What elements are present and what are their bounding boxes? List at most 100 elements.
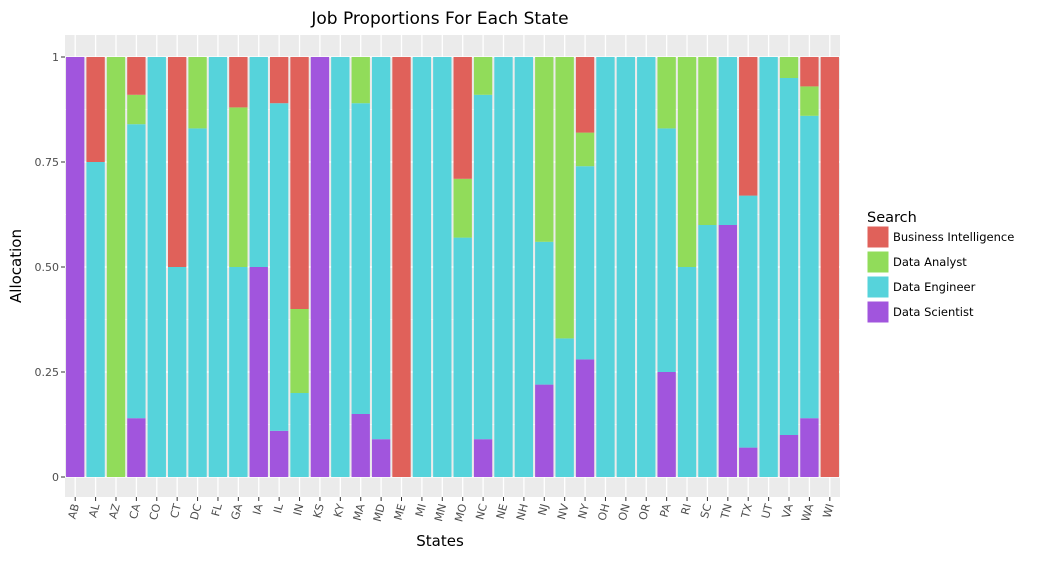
bar-ga-business-intelligence	[229, 57, 248, 108]
bar-va-data-scientist	[779, 435, 799, 477]
bar-nc-data-analyst	[473, 57, 493, 95]
bar-nj-data-analyst	[535, 57, 554, 242]
y-axis-title: Allocation	[7, 229, 25, 303]
x-tick-label: ON	[616, 502, 633, 522]
chart-title: Job Proportions For Each State	[310, 9, 568, 29]
bar-ca-data-scientist	[127, 418, 146, 477]
bar-az-data-analyst	[106, 57, 126, 477]
bar-pa-data-scientist	[657, 372, 676, 477]
x-tick-label: RI	[679, 502, 694, 516]
bar-mi-data-engineer	[412, 57, 432, 477]
bar-pa-data-engineer	[657, 128, 676, 372]
x-tick-label: OH	[595, 502, 612, 522]
bar-me-business-intelligence	[392, 57, 411, 477]
x-tick-label: SC	[698, 502, 714, 520]
bars	[66, 57, 839, 477]
bar-co-data-engineer	[147, 57, 166, 477]
bar-nc-data-engineer	[473, 94, 493, 440]
bar-al-data-engineer	[86, 162, 105, 477]
bar-dc-data-analyst	[188, 57, 207, 129]
bar-wa-data-engineer	[800, 115, 819, 419]
x-tick-label: WA	[799, 502, 816, 523]
bar-mo-data-engineer	[453, 237, 472, 477]
bar-ut-data-engineer	[759, 57, 778, 477]
bar-ny-data-engineer	[575, 166, 595, 360]
x-tick-label: NJ	[536, 502, 552, 516]
x-tick-label: TX	[739, 502, 756, 521]
legend-swatch	[866, 225, 890, 249]
legend-title: Search	[867, 210, 917, 226]
x-tick-label: NY	[576, 502, 592, 520]
bar-ma-data-engineer	[351, 103, 370, 414]
legend-swatch	[866, 275, 890, 299]
legend-label: Data Scientist	[893, 305, 974, 319]
x-tick-label: NE	[494, 502, 510, 520]
y-tick-label: 0.25	[35, 366, 60, 379]
bar-wa-data-scientist	[800, 418, 819, 477]
bar-sc-data-analyst	[698, 57, 717, 225]
x-axis: AB AL AZ CA CO CT DC FL GA IA IL IN KS KY MA MD ME MI MN MO…	[66, 497, 837, 523]
bar-fl-data-engineer	[208, 57, 228, 477]
x-tick-label: TN	[718, 502, 735, 521]
bar-on-data-engineer	[616, 57, 636, 477]
x-tick-label: AL	[86, 502, 102, 519]
bar-tn-data-engineer	[718, 57, 738, 225]
bar-va-data-engineer	[779, 78, 799, 435]
legend-swatch	[866, 250, 890, 274]
bar-tx-data-engineer	[739, 195, 758, 448]
x-tick-label: CT	[168, 502, 184, 520]
legend: Search Business Intelligence Data Analyst…	[866, 210, 1014, 324]
bar-oh-data-engineer	[596, 57, 615, 477]
bar-ga-data-analyst	[229, 107, 248, 268]
bar-il-business-intelligence	[269, 57, 289, 104]
bar-md-data-engineer	[371, 57, 391, 440]
bar-ca-data-engineer	[127, 124, 146, 419]
bar-ny-data-scientist	[575, 359, 595, 477]
x-tick-label: IA	[250, 502, 265, 516]
x-tick-label: FL	[209, 502, 225, 518]
bar-ma-data-scientist	[351, 414, 370, 477]
bar-mn-data-engineer	[433, 57, 452, 477]
x-tick-label: MA	[351, 502, 368, 522]
x-tick-label: WI	[820, 502, 836, 519]
bar-ri-data-engineer	[677, 267, 697, 477]
bar-wa-business-intelligence	[800, 57, 819, 87]
x-tick-label: MN	[432, 502, 449, 522]
bar-mo-data-analyst	[453, 178, 472, 238]
bar-nc-data-scientist	[473, 439, 493, 477]
bar-tx-data-scientist	[739, 447, 758, 477]
bar-wa-data-analyst	[800, 86, 819, 116]
bar-nj-data-scientist	[535, 384, 554, 477]
x-axis-title: States	[416, 532, 464, 550]
bar-in-business-intelligence	[290, 57, 309, 309]
bar-va-data-analyst	[779, 57, 799, 78]
bar-ia-data-scientist	[249, 267, 268, 477]
bar-ky-data-engineer	[331, 57, 350, 477]
x-tick-label: MD	[371, 502, 388, 523]
legend-label: Business Intelligence	[893, 230, 1014, 244]
bar-il-data-scientist	[269, 430, 289, 477]
y-tick-label: 0	[52, 471, 59, 484]
x-tick-label: UT	[759, 502, 775, 520]
x-tick-label: KS	[311, 502, 327, 519]
legend-swatch	[866, 300, 890, 324]
bar-or-data-engineer	[637, 57, 656, 477]
bar-mo-business-intelligence	[453, 57, 472, 179]
bar-nv-data-analyst	[555, 57, 574, 339]
y-tick-label: 1	[52, 51, 59, 64]
legend-label: Data Engineer	[893, 280, 976, 294]
x-tick-label: IL	[271, 502, 286, 515]
bar-nj-data-engineer	[535, 241, 554, 385]
x-tick-label: PA	[657, 502, 673, 519]
x-tick-label: AZ	[106, 502, 123, 520]
bar-ks-data-scientist	[310, 57, 330, 477]
x-tick-label: KY	[331, 502, 347, 519]
bar-ct-business-intelligence	[167, 57, 187, 267]
bar-il-data-engineer	[269, 103, 289, 431]
x-tick-label: ME	[392, 502, 409, 521]
bar-ab-data-scientist	[66, 57, 85, 477]
bar-ca-business-intelligence	[127, 57, 146, 95]
x-tick-label: CO	[147, 502, 164, 521]
